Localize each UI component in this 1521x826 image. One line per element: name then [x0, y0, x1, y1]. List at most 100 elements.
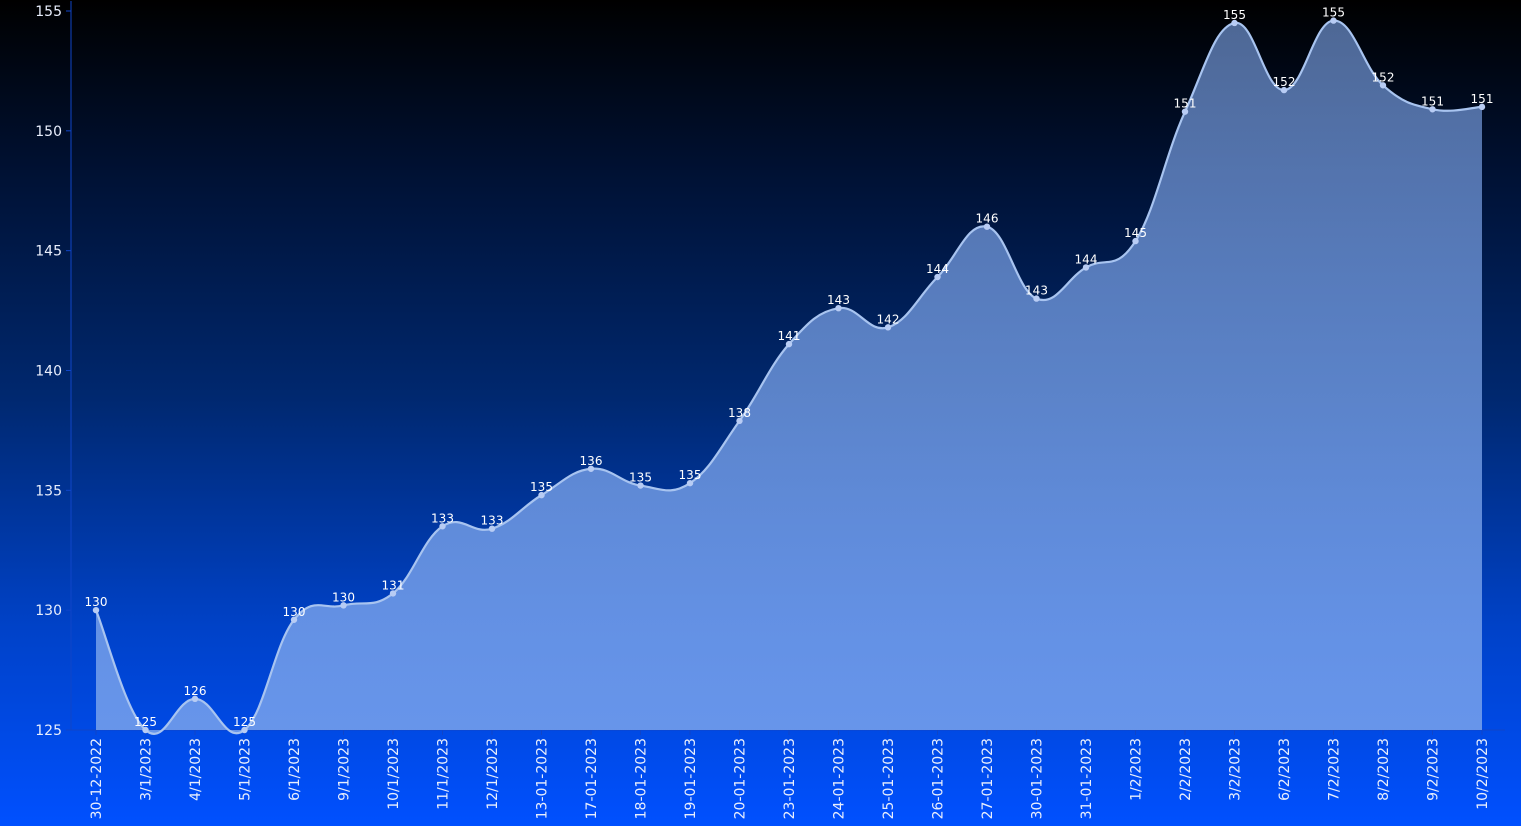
x-tick-label: 12/1/2023 — [485, 738, 501, 810]
data-point — [884, 324, 892, 331]
data-label: 131 — [382, 578, 405, 592]
data-label: 155 — [1223, 8, 1246, 22]
data-point — [488, 525, 496, 532]
x-tick-label: 25-01-2023 — [881, 738, 897, 819]
data-point — [142, 726, 149, 734]
data-label: 133 — [431, 511, 454, 525]
data-point — [736, 417, 743, 425]
x-tick-label: 4/1/2023 — [188, 738, 204, 801]
x-tick-label: 9/2/2023 — [1426, 738, 1442, 801]
x-tick-label: 5/1/2023 — [238, 738, 254, 801]
x-tick-label: 8/2/2023 — [1376, 738, 1392, 801]
data-label: 146 — [976, 212, 999, 226]
data-point — [92, 606, 100, 614]
data-label: 138 — [728, 406, 751, 420]
data-label: 152 — [1372, 70, 1395, 84]
x-tick-label: 13-01-2023 — [535, 738, 551, 819]
data-label: 130 — [283, 605, 306, 619]
data-point — [389, 590, 397, 597]
data-label: 130 — [85, 595, 108, 609]
data-label: 143 — [1025, 284, 1048, 298]
data-point — [1181, 108, 1189, 115]
data-point — [340, 602, 347, 609]
x-tick-label: 1/2/2023 — [1129, 738, 1145, 801]
data-label: 135 — [530, 480, 553, 494]
x-tick-label: 27-01-2023 — [980, 738, 996, 819]
x-tick-label: 2/2/2023 — [1178, 738, 1194, 801]
data-point — [835, 304, 842, 312]
data-point — [1132, 237, 1139, 245]
data-point — [1330, 17, 1337, 24]
y-tick-label: 125 — [35, 723, 62, 739]
x-tick-label: 11/1/2023 — [436, 738, 452, 810]
data-point — [1033, 295, 1040, 302]
x-tick-label: 30-01-2023 — [1030, 738, 1046, 819]
data-label: 151 — [1421, 94, 1444, 108]
data-labels-layer: 130 125 126 125 130 130 131 133 133 135 136 135 135 1… — [85, 6, 1494, 729]
data-point — [1231, 19, 1238, 27]
x-tick-label: 3/2/2023 — [1228, 738, 1244, 801]
x-tick-label: 31-01-2023 — [1079, 738, 1095, 819]
x-tick-label: 9/1/2023 — [337, 738, 353, 801]
x-tick-label: 24-01-2023 — [832, 738, 848, 819]
data-label: 151 — [1174, 97, 1197, 111]
data-label: 144 — [1075, 252, 1098, 266]
x-tick-label: 6/2/2023 — [1277, 738, 1293, 801]
area-layer — [94, 19, 1483, 735]
data-point — [983, 223, 991, 230]
data-label: 141 — [778, 329, 801, 343]
y-tick-label: 155 — [35, 4, 62, 20]
x-tick-label: 23-01-2023 — [782, 738, 798, 819]
y-tick-labels: 125 130 135 140 145 150 155 — [35, 4, 62, 739]
data-point — [1379, 82, 1387, 89]
y-tick-label: 145 — [35, 244, 62, 260]
x-tick-label: 30-12-2022 — [89, 738, 105, 819]
x-tick-labels: 30-12-2022 3/1/2023 4/1/2023 5/1/2023 6/1/20… — [89, 738, 1491, 819]
y-tick-label: 135 — [35, 483, 62, 499]
points-layer — [92, 17, 1486, 734]
x-tick-label: 10/1/2023 — [386, 738, 402, 810]
data-point — [538, 491, 545, 499]
data-point — [637, 482, 644, 489]
x-tick-label: 7/2/2023 — [1327, 738, 1343, 801]
data-label: 145 — [1124, 226, 1147, 240]
y-tick-label: 140 — [35, 364, 62, 380]
data-point — [686, 479, 694, 487]
x-tick-label: 26-01-2023 — [931, 738, 947, 819]
data-label: 142 — [877, 312, 900, 326]
data-label: 144 — [926, 262, 949, 276]
data-point — [1478, 103, 1486, 111]
data-label: 130 — [332, 590, 355, 604]
x-tick-label: 3/1/2023 — [139, 738, 155, 801]
data-label: 126 — [184, 684, 207, 698]
x-tick-label: 19-01-2023 — [683, 738, 699, 819]
data-label: 125 — [233, 715, 256, 729]
data-point — [439, 523, 446, 530]
data-label: 136 — [580, 454, 603, 468]
data-point — [1280, 86, 1288, 94]
data-point — [241, 726, 248, 734]
x-tick-label: 10/2/2023 — [1475, 738, 1491, 810]
data-label: 143 — [827, 293, 850, 307]
x-tick-label: 18-01-2023 — [634, 738, 650, 819]
area-fill — [96, 20, 1482, 734]
data-label: 135 — [629, 471, 652, 485]
data-point — [934, 273, 941, 281]
data-point — [587, 465, 595, 472]
x-tick-label: 17-01-2023 — [584, 738, 600, 819]
data-label: 155 — [1322, 6, 1345, 20]
series-line — [94, 19, 1483, 735]
data-point — [1082, 264, 1090, 271]
data-label: 152 — [1273, 75, 1296, 89]
data-point — [191, 695, 199, 703]
data-point — [1429, 106, 1436, 113]
data-point — [290, 616, 298, 623]
y-tick-label: 130 — [35, 603, 62, 619]
data-label: 125 — [134, 715, 157, 729]
data-point — [785, 340, 793, 348]
data-label: 135 — [679, 468, 702, 482]
data-label: 151 — [1471, 92, 1494, 106]
x-tick-label: 20-01-2023 — [733, 738, 749, 819]
